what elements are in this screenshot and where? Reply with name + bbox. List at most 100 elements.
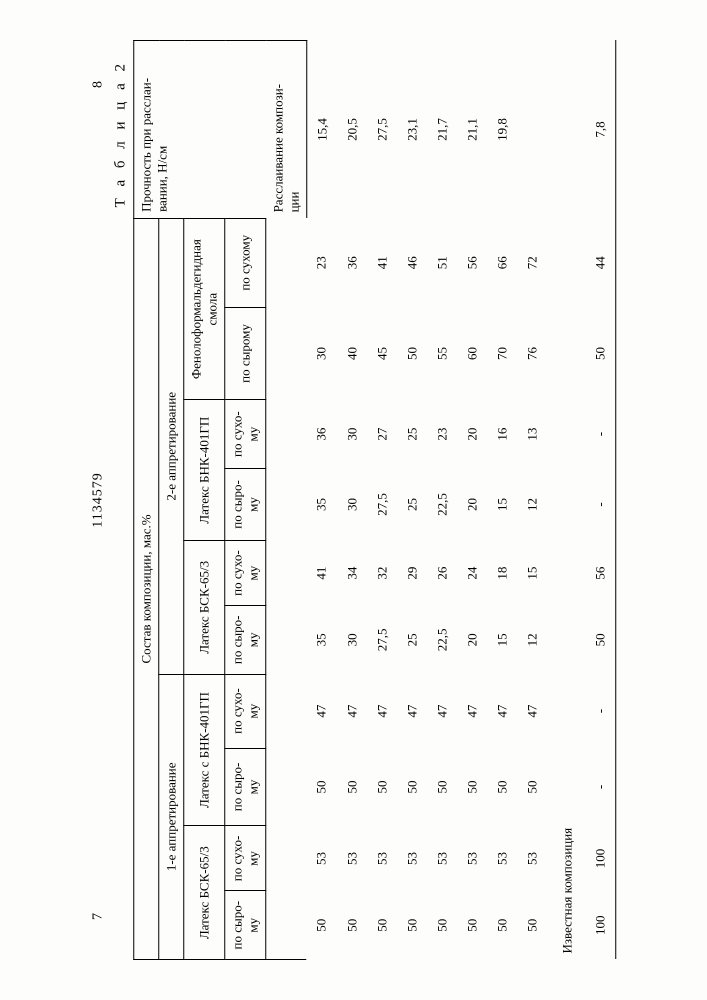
cell: 53 [367,826,397,891]
cell: 100 [582,826,616,891]
header-fenol-line1: Фенолоформальдегидная [188,222,204,396]
cell: 53 [397,826,427,891]
cell: 50 [517,748,547,826]
cell: 30 [306,307,337,400]
known-composition-label: Известная композиция [547,41,582,960]
header-rassl-line2: ции [286,44,302,212]
sub-syrom: по сырому [225,307,266,400]
sub-suh-2: по сухо-му [225,674,266,748]
cell: 27,5 [367,606,397,675]
header-appr2: 2-е аппретирование [159,218,184,674]
table-row: 5053504725292525504623,1 [397,41,427,960]
cell: 21,7 [427,41,457,219]
table-row: 50535047121512137672 [517,41,547,960]
header-fenol: Фенолоформальдегидная смола [184,218,225,399]
cell: 13 [517,400,547,468]
cell: 50 [457,748,487,826]
cell: 12 [517,606,547,675]
cell: 34 [337,541,367,606]
cell: 50 [487,891,517,960]
cell: - [582,468,616,540]
sub-syr-1: по сыро-му [225,891,266,960]
table-row: 5053504715181516706619,8 [487,41,517,960]
cell: 16 [487,400,517,468]
cell [517,41,547,219]
header-fenol-line2: смола [204,222,220,396]
cell: 35 [306,606,337,675]
data-table: Состав композиции, мас.% Прочность при р… [133,40,616,960]
page-num-left: 7 [90,912,106,920]
sub-syr-4: по сыро-му [225,468,266,540]
cell: 30 [337,468,367,540]
table-body: 5053504735413536302315,4 505350473034303… [306,41,615,960]
header-strength: Прочность при расслаи- вании, Н/см [134,41,266,219]
cell: 70 [487,307,517,400]
header-rassl: Расслаивание компози- ции [266,41,307,219]
cell: 30 [337,606,367,675]
cell: 53 [487,826,517,891]
cell: 24 [457,541,487,606]
spacer [266,218,307,959]
cell: 7,8 [582,41,616,219]
cell: 50 [582,307,616,400]
header-lat-bnk2: Латекс БНК-401ГП [184,400,225,541]
header-lat-bnk: Латекс с БНК-401ГП [184,674,225,826]
cell: 27 [367,400,397,468]
cell: 15 [487,468,517,540]
cell: 20 [457,606,487,675]
header-appr1: 1-е аппретирование [159,674,184,959]
cell: 20,5 [337,41,367,219]
cell: 72 [517,218,547,307]
cell: 12 [517,468,547,540]
cell: 20 [457,400,487,468]
page-num-right: 8 [90,80,106,88]
cell: - [582,674,616,748]
cell: 47 [367,674,397,748]
cell: 47 [487,674,517,748]
header-composition: Состав композиции, мас.% [134,218,159,959]
cell: 50 [367,748,397,826]
cell: 50 [397,748,427,826]
table-row: 5053504730343030403620,5 [337,41,367,960]
cell: 45 [367,307,397,400]
cell: 25 [397,400,427,468]
cell: 19,8 [487,41,517,219]
cell: 50 [306,891,337,960]
known-label-row: Известная композиция [547,41,582,960]
cell: 60 [457,307,487,400]
header-strength-line2: вании, Н/см [154,44,170,212]
cell: 47 [337,674,367,748]
header-numbers: 7 1134579 8 [90,80,106,920]
cell: 47 [457,674,487,748]
cell: 22,5 [427,606,457,675]
cell: 53 [427,826,457,891]
sub-suh-4: по сухо-му [225,400,266,468]
sub-suh-1: по сухо-му [225,826,266,891]
cell: 47 [517,674,547,748]
header-strength-line1: Прочность при расслаи- [138,44,154,212]
sub-suhom: по сухому [225,218,266,307]
cell: 50 [367,891,397,960]
cell: 47 [427,674,457,748]
cell: 50 [487,748,517,826]
cell: 21,1 [457,41,487,219]
cell: 50 [397,891,427,960]
table-row: 5053504720242020605621,1 [457,41,487,960]
cell: 36 [337,218,367,307]
cell: 30 [337,400,367,468]
table-label: Т а б л и ц а 2 [112,60,129,960]
cell: 36 [306,400,337,468]
cell: 41 [306,541,337,606]
cell: 27,5 [367,41,397,219]
cell: 50 [337,748,367,826]
cell: 51 [427,218,457,307]
cell: 23,1 [397,41,427,219]
cell: 27,5 [367,468,397,540]
cell: 15 [517,541,547,606]
cell: 53 [517,826,547,891]
header-lat-bsk2: Латекс БСК-65/3 [184,541,225,675]
cell: 50 [457,891,487,960]
table-row: 5053504722,52622,523555121,7 [427,41,457,960]
cell: 23 [306,218,337,307]
cell: 53 [337,826,367,891]
